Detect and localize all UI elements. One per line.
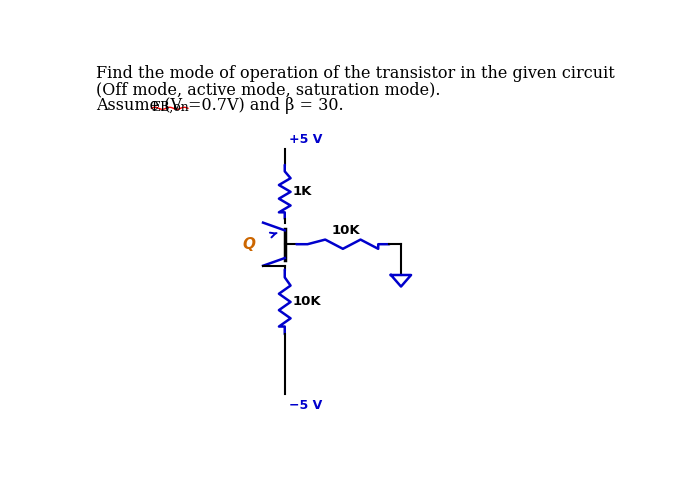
Text: Find the mode of operation of the transistor in the given circuit: Find the mode of operation of the transi…	[96, 65, 615, 82]
Text: 10K: 10K	[331, 224, 360, 237]
Text: =0.7V) and β = 30.: =0.7V) and β = 30.	[188, 97, 344, 114]
Text: EB,on: EB,on	[151, 101, 189, 114]
Text: Q: Q	[242, 237, 255, 251]
Text: −5 V: −5 V	[289, 399, 323, 412]
Text: 10K: 10K	[293, 296, 321, 308]
Text: (Off mode, active mode, saturation mode).: (Off mode, active mode, saturation mode)…	[96, 81, 441, 98]
Text: Assume (V: Assume (V	[96, 97, 183, 114]
Text: 1K: 1K	[293, 185, 312, 198]
Text: +5 V: +5 V	[289, 134, 323, 147]
